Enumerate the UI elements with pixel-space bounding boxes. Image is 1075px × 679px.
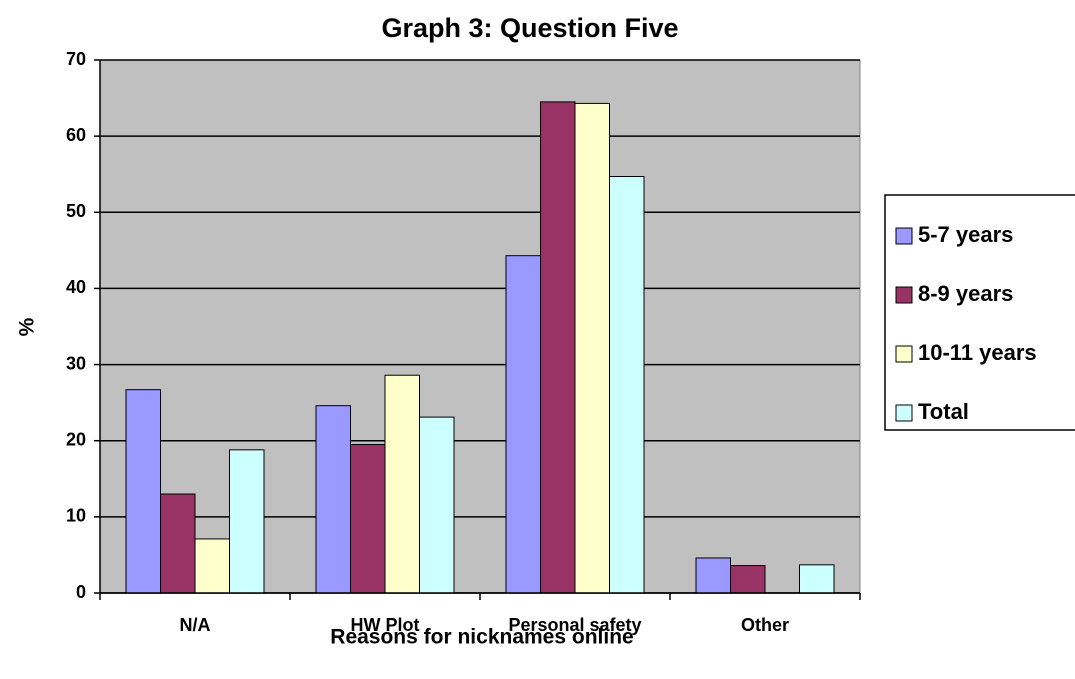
- bar: [609, 175, 645, 594]
- legend-box: [884, 194, 1075, 431]
- legend-swatch: [895, 286, 913, 304]
- bar: [194, 538, 230, 594]
- bar: [160, 493, 196, 594]
- x-tick-label: Other: [741, 615, 789, 635]
- x-tick-label: Personal safety: [508, 615, 641, 635]
- bar: [505, 255, 541, 594]
- bar: [419, 416, 455, 594]
- bar: [384, 374, 420, 594]
- legend-swatch: [895, 404, 913, 422]
- y-tick-label: 70: [66, 49, 86, 69]
- y-tick-label: 10: [66, 506, 86, 526]
- legend-label: Total: [918, 399, 969, 424]
- y-tick-label: 0: [76, 582, 86, 602]
- y-tick-label: 50: [66, 201, 86, 221]
- y-tick-label: 60: [66, 125, 86, 145]
- chart-title: Graph 3: Question Five: [381, 13, 678, 43]
- bar: [350, 444, 386, 594]
- bar: [125, 389, 161, 594]
- bar: [695, 557, 731, 594]
- legend-label: 10-11 years: [918, 340, 1037, 365]
- bar: [540, 101, 576, 594]
- x-tick-label: N/A: [180, 615, 211, 635]
- plot-area: [99, 59, 861, 594]
- bar: [315, 405, 351, 594]
- y-axis-label: %: [16, 317, 39, 336]
- legend-label: 5-7 years: [918, 222, 1013, 247]
- bar: [574, 102, 610, 594]
- x-axis-label: Reasons for nicknames online: [330, 626, 633, 649]
- y-tick-label: 20: [66, 429, 86, 449]
- legend-swatch: [895, 345, 913, 363]
- bar: [799, 564, 835, 594]
- legend-swatch: [895, 227, 913, 245]
- y-tick-label: 30: [66, 353, 86, 373]
- y-tick-label: 40: [66, 277, 86, 297]
- bar: [730, 565, 766, 594]
- x-tick-label: HW Plot: [351, 615, 420, 635]
- legend-label: 8-9 years: [918, 281, 1013, 306]
- bar: [229, 449, 265, 594]
